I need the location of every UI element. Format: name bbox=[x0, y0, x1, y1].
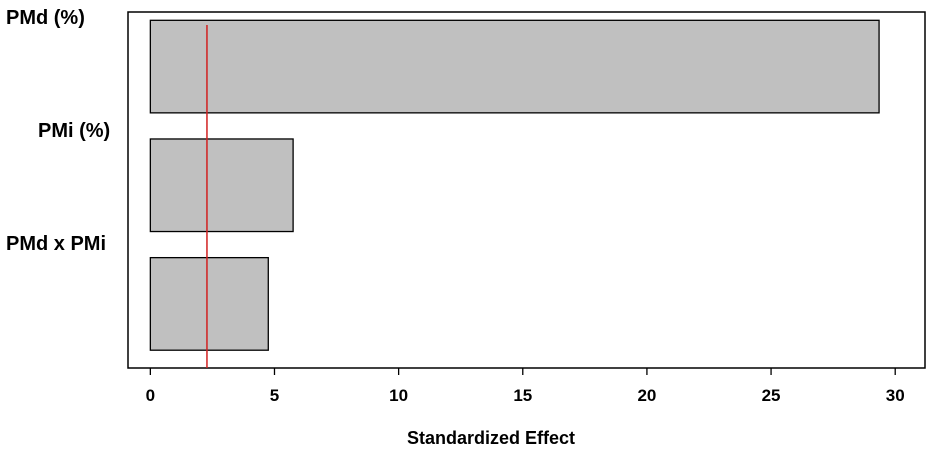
category-label-2: PMd x PMi bbox=[6, 233, 106, 255]
x-tick-label-6: 30 bbox=[886, 386, 905, 405]
x-axis-title: Standardized Effect bbox=[407, 428, 575, 448]
bar-1 bbox=[149, 138, 294, 233]
x-tick-label-5: 25 bbox=[762, 386, 781, 405]
x-tick-label-2: 10 bbox=[389, 386, 408, 405]
x-tick-label-4: 20 bbox=[637, 386, 656, 405]
x-tick-label-3: 15 bbox=[513, 386, 532, 405]
x-tick-label-0: 0 bbox=[146, 386, 155, 405]
bars bbox=[149, 19, 880, 351]
bar-2 bbox=[149, 256, 269, 351]
x-axis: 0 5 10 15 20 25 30 bbox=[146, 368, 905, 405]
bar-0 bbox=[149, 19, 880, 114]
x-tick-label-1: 5 bbox=[270, 386, 279, 405]
category-labels: PMd (%) PMi (%) PMd x PMi bbox=[6, 7, 110, 255]
category-label-0: PMd (%) bbox=[6, 7, 85, 29]
plot-frame bbox=[127, 11, 926, 369]
category-label-1: PMi (%) bbox=[38, 120, 110, 142]
